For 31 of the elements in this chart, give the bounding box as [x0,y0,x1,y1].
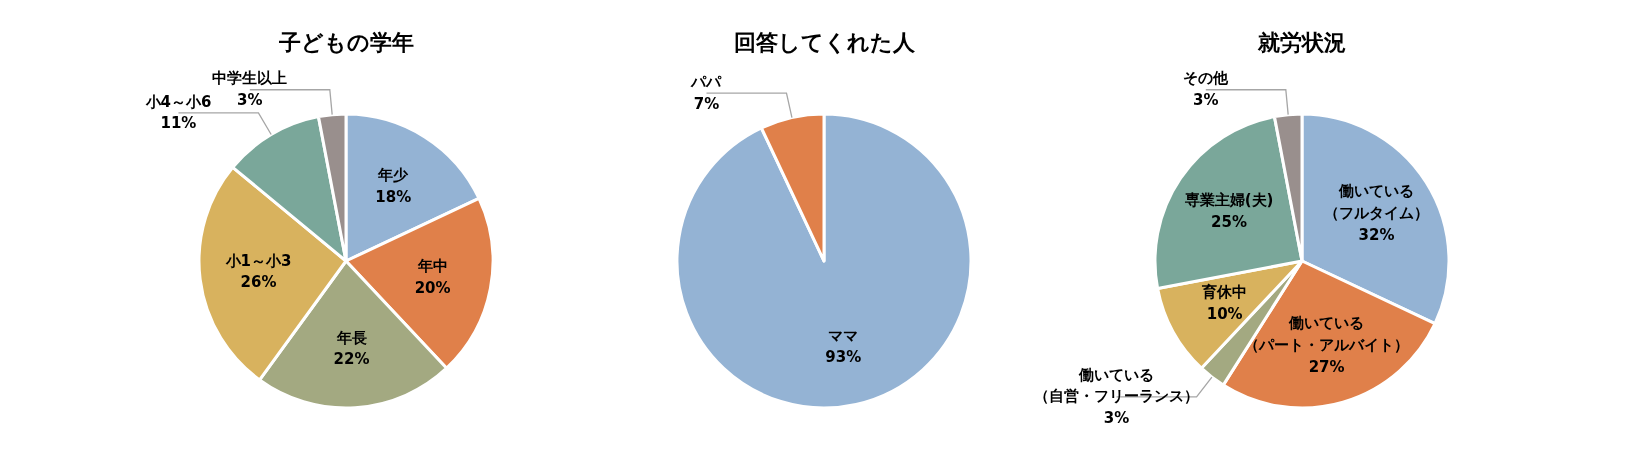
slice-label: 小4～小6 [144,92,212,111]
slice-label: 専業主婦(夫) [1183,191,1274,210]
data-label: 11% [160,114,197,133]
data-label: 10% [1206,304,1243,323]
data-label: 20% [414,278,451,297]
slice-label: 働いている（フルタイム） [1323,182,1429,223]
slice-label: 育休中 [1201,283,1248,302]
data-label: 3% [1193,91,1219,110]
slice-label: 年長 [335,328,367,347]
slice-label: 働いている（自営・フリーランス） [1034,365,1200,406]
data-label: 3% [237,91,263,110]
data-label: 18% [375,187,412,206]
slice-label: 年少 [377,166,410,185]
slice-label: 働いている（パート・アルバイト） [1244,314,1410,355]
data-label: 27% [1308,357,1345,376]
data-label: 7% [693,94,720,113]
slice-label: 中学生以上 [212,69,288,88]
data-label: 26% [240,273,277,292]
chart-title: 回答してくれた人 [733,30,916,55]
slice-label: 小1～小3 [224,251,292,270]
chart-title: 就労状況 [1257,30,1346,55]
data-label: 3% [1103,409,1130,428]
data-label: 25% [1211,212,1247,231]
chart-title: 子どもの学年 [277,30,414,55]
data-label: 22% [333,350,370,369]
data-label: 32% [1358,225,1395,244]
data-label: 93% [825,348,862,367]
slice-label: 年中 [416,257,448,276]
slice-label: パパ [690,72,723,91]
slice-label: その他 [1183,69,1230,88]
slice-label: ママ [828,326,859,345]
